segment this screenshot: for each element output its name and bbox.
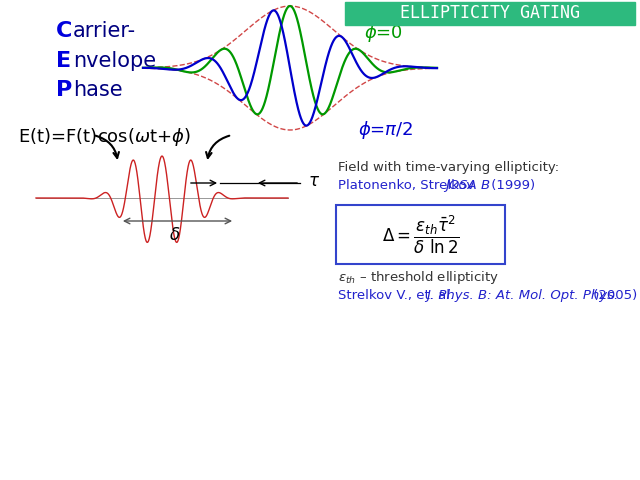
- Text: $\varepsilon_{th}$ – threshold ellipticity: $\varepsilon_{th}$ – threshold elliptici…: [338, 268, 499, 286]
- Text: Strelkov V., et. al.: Strelkov V., et. al.: [338, 289, 458, 302]
- FancyBboxPatch shape: [336, 205, 505, 264]
- Text: $\tau$: $\tau$: [308, 172, 320, 190]
- Text: $\mathbf{P}$: $\mathbf{P}$: [55, 80, 72, 100]
- Text: ELLIPTICITY GATING: ELLIPTICITY GATING: [400, 4, 580, 22]
- Text: $\Delta = \dfrac{\varepsilon_{th}\bar{\tau}^{2}}{\delta\ \ln 2}$: $\Delta = \dfrac{\varepsilon_{th}\bar{\t…: [381, 213, 460, 256]
- Text: $\delta$: $\delta$: [170, 226, 180, 244]
- Text: $\phi$=$\pi$/2: $\phi$=$\pi$/2: [358, 119, 413, 141]
- Text: (2005): (2005): [589, 289, 637, 302]
- Text: J. Phys. B: At. Mol. Opt. Phys.: J. Phys. B: At. Mol. Opt. Phys.: [426, 289, 618, 302]
- Text: E(t)=F(t)cos($\omega$t+$\phi$): E(t)=F(t)cos($\omega$t+$\phi$): [18, 126, 191, 148]
- Text: hase: hase: [73, 80, 123, 100]
- Text: Platonenko, Strelkov: Platonenko, Strelkov: [338, 179, 479, 192]
- Text: JOSA B: JOSA B: [445, 179, 490, 192]
- Text: $\phi$=0: $\phi$=0: [364, 22, 403, 44]
- Text: $\mathbf{E}$: $\mathbf{E}$: [55, 51, 70, 71]
- Text: Field with time-varying ellipticity:: Field with time-varying ellipticity:: [338, 160, 559, 173]
- Text: $\mathbf{C}$: $\mathbf{C}$: [55, 21, 72, 41]
- Text: nvelope: nvelope: [73, 51, 156, 71]
- Text: arrier-: arrier-: [73, 21, 136, 41]
- FancyBboxPatch shape: [345, 2, 635, 25]
- Text: (1999): (1999): [487, 179, 535, 192]
